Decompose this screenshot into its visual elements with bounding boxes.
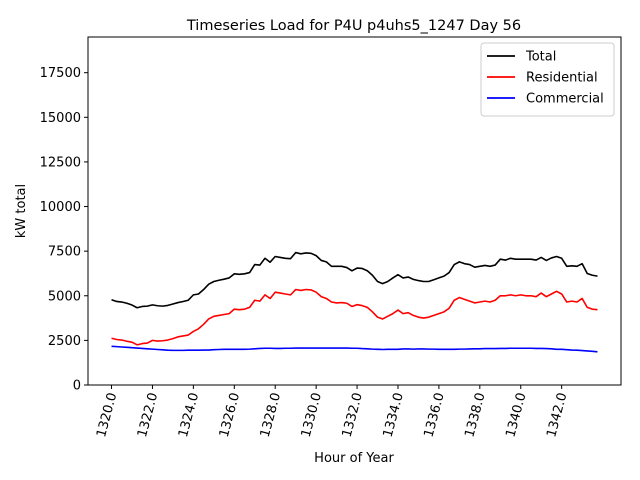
y-tick-label: 15000	[40, 111, 81, 126]
legend-label-residential: Residential	[526, 71, 598, 86]
series-line-total	[111, 251, 598, 309]
legend-label-commercial: Commercial	[526, 92, 604, 107]
y-tick-label: 17500	[40, 66, 81, 81]
y-tick-label: 12500	[40, 155, 81, 170]
y-tick-label: 5000	[48, 289, 81, 304]
y-axis: 0 2500 5000 7500 10000 12500 15000 17500	[40, 66, 88, 394]
y-tick-label: 7500	[48, 245, 81, 260]
y-tick-label: 2500	[48, 334, 81, 349]
series-layer	[111, 251, 598, 353]
series-line-commercial	[111, 345, 598, 353]
plot-frame	[87, 36, 622, 386]
legend: Total Residential Commercial	[480, 42, 615, 117]
series-line-residential	[111, 288, 598, 346]
y-tick-label: 0	[73, 379, 81, 394]
x-axis-label: Hour of Year	[314, 451, 394, 466]
y-axis-label: kW total	[14, 184, 29, 238]
y-tick-label: 10000	[40, 200, 81, 215]
chart-title: Timeseries Load for P4U p4uhs5_1247 Day …	[186, 18, 521, 34]
legend-label-total: Total	[525, 50, 556, 65]
